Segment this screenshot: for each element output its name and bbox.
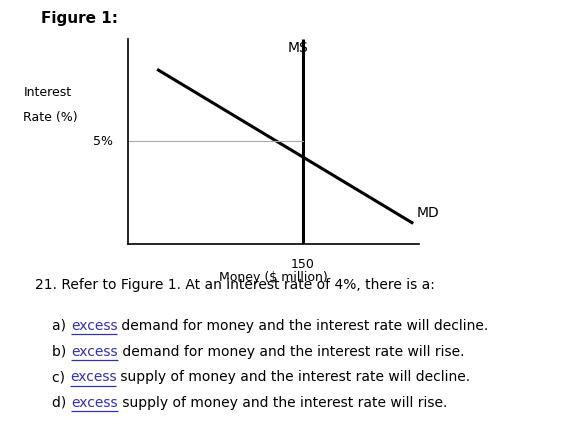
Text: c): c) xyxy=(52,370,70,384)
Text: supply of money and the interest rate will decline.: supply of money and the interest rate wi… xyxy=(116,370,470,384)
Text: supply of money and the interest rate will rise.: supply of money and the interest rate wi… xyxy=(118,396,447,410)
Text: Money ($ million): Money ($ million) xyxy=(219,270,328,284)
Text: demand for money and the interest rate will decline.: demand for money and the interest rate w… xyxy=(118,319,489,333)
Text: MD: MD xyxy=(416,206,439,220)
Text: excess: excess xyxy=(70,370,116,384)
Text: MS: MS xyxy=(288,41,308,55)
Text: Interest: Interest xyxy=(23,86,72,98)
Text: excess: excess xyxy=(71,396,118,410)
Text: 5%: 5% xyxy=(94,135,113,148)
Text: excess: excess xyxy=(71,345,118,359)
Text: 21. Refer to Figure 1. At an interest rate of 4%, there is a:: 21. Refer to Figure 1. At an interest ra… xyxy=(35,278,435,292)
Text: excess: excess xyxy=(71,319,118,333)
Text: 150: 150 xyxy=(290,259,315,271)
Text: a): a) xyxy=(52,319,71,333)
Text: Rate (%): Rate (%) xyxy=(23,111,78,124)
Text: demand for money and the interest rate will rise.: demand for money and the interest rate w… xyxy=(118,345,464,359)
Text: d): d) xyxy=(52,396,71,410)
Text: b): b) xyxy=(52,345,71,359)
Text: Figure 1:: Figure 1: xyxy=(41,11,118,26)
